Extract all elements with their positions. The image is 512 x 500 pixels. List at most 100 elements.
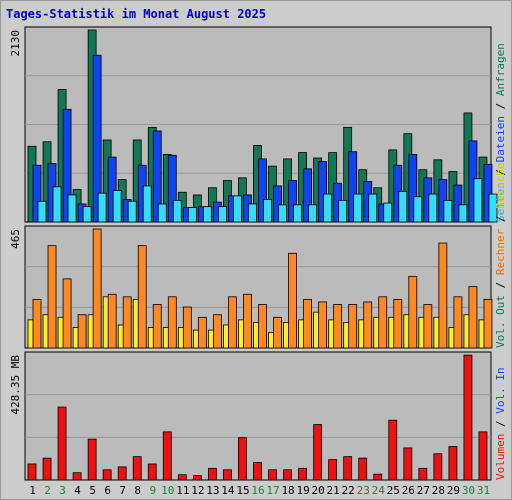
- bar-requests-seiten-5: [97, 192, 107, 223]
- bar-requests-dateien-18: [288, 180, 297, 223]
- bar-visits-rechner-3: [62, 278, 72, 349]
- legend-volume: Volumen / Vol. In: [494, 367, 507, 480]
- bar-visits-rechner-30: [468, 286, 478, 349]
- bar-requests-seiten-13: [217, 206, 227, 223]
- day-label-25: 25: [387, 484, 400, 497]
- bar-volume-volumen-26: [403, 447, 413, 481]
- bar-requests-seiten-4: [82, 206, 92, 223]
- bar-requests-seiten-17: [278, 204, 287, 223]
- bar-requests-seiten-16: [263, 199, 272, 223]
- bar-visits-rechner-22: [348, 304, 358, 349]
- bar-volume-volumen-2: [42, 457, 52, 481]
- bar-visits-rechner-21: [333, 304, 343, 349]
- bar-visits-rechner-8: [137, 245, 147, 349]
- bar-visits-rechner-29: [453, 296, 463, 349]
- bar-volume-volumen-14: [223, 469, 232, 481]
- ymax-label-volume: 428.35 MB: [9, 355, 22, 415]
- bar-visits-rechner-19: [303, 298, 312, 349]
- bar-requests-seiten-6: [112, 190, 122, 223]
- day-label-23: 23: [357, 484, 370, 497]
- bar-volume-volumen-1: [27, 463, 37, 481]
- bar-requests-dateien-1: [32, 164, 42, 223]
- bar-requests-dateien-29: [453, 184, 463, 223]
- bar-requests-seiten-25: [398, 190, 408, 223]
- bar-requests-dateien-31: [483, 163, 493, 223]
- bar-visits-rechner-18: [288, 252, 297, 349]
- bar-requests-seiten-24: [383, 202, 393, 223]
- bar-requests-seiten-28: [443, 199, 453, 223]
- bar-requests-dateien-19: [303, 168, 312, 223]
- bar-visits-rechner-16: [258, 304, 267, 349]
- bar-requests-seiten-21: [338, 199, 348, 223]
- bar-visits-rechner-13: [212, 314, 222, 349]
- bar-volume-volumen-18: [283, 469, 292, 481]
- bar-requests-seiten-15: [248, 203, 257, 223]
- bar-requests-dateien-20: [318, 161, 328, 223]
- bar-visits-rechner-14: [228, 296, 237, 349]
- day-label-6: 6: [104, 484, 111, 497]
- bar-requests-seiten-12: [202, 206, 212, 223]
- bar-visits-rechner-23: [363, 301, 373, 349]
- day-label-22: 22: [342, 484, 355, 497]
- bar-requests-seiten-31: [488, 193, 498, 223]
- bar-volume-volumen-30: [463, 354, 473, 481]
- day-label-28: 28: [432, 484, 445, 497]
- bar-requests-dateien-22: [348, 151, 358, 223]
- day-label-13: 13: [206, 484, 219, 497]
- day-label-4: 4: [74, 484, 81, 497]
- bar-volume-volumen-11: [177, 474, 187, 481]
- legend-visits: Vol. Out / Rechner / Besuche: [494, 163, 507, 348]
- bar-requests-seiten-9: [157, 203, 167, 223]
- bar-volume-volumen-6: [102, 469, 112, 481]
- bar-volume-volumen-16: [253, 462, 262, 481]
- bar-visits-rechner-12: [197, 316, 207, 349]
- bar-volume-volumen-28: [433, 453, 443, 481]
- bar-requests-seiten-3: [67, 194, 77, 223]
- bar-requests-seiten-22: [353, 193, 363, 223]
- bar-volume-volumen-12: [192, 475, 202, 481]
- chart-title: Tages-Statistik im Monat August 2025: [6, 7, 267, 21]
- bar-volume-volumen-5: [87, 438, 97, 481]
- bar-volume-volumen-20: [313, 424, 323, 481]
- bar-volume-volumen-17: [268, 469, 277, 481]
- bar-requests-seiten-23: [368, 193, 378, 223]
- bar-volume-volumen-21: [328, 459, 338, 481]
- day-label-1: 1: [29, 484, 36, 497]
- bar-requests-dateien-3: [62, 108, 72, 223]
- bar-requests-seiten-19: [308, 204, 317, 223]
- bar-visits-rechner-28: [438, 242, 448, 349]
- bar-visits-rechner-26: [408, 275, 418, 349]
- bar-visits-rechner-9: [152, 304, 162, 349]
- bar-visits-rechner-7: [122, 296, 132, 349]
- bar-visits-rechner-27: [423, 304, 433, 349]
- day-label-5: 5: [89, 484, 96, 497]
- bar-volume-volumen-13: [207, 467, 217, 481]
- bar-requests-seiten-1: [37, 200, 47, 223]
- bar-requests-seiten-11: [187, 207, 197, 223]
- bar-visits-rechner-17: [273, 316, 282, 349]
- bar-requests-dateien-16: [258, 158, 267, 223]
- legend-requests: Seiten / Dateien / Anfragen: [494, 43, 507, 222]
- day-label-27: 27: [417, 484, 430, 497]
- bar-requests-dateien-10: [167, 154, 177, 223]
- bar-visits-rechner-15: [243, 293, 252, 349]
- day-label-20: 20: [312, 484, 325, 497]
- day-label-19: 19: [296, 484, 309, 497]
- day-label-17: 17: [266, 484, 279, 497]
- bar-visits-rechner-31: [483, 298, 493, 349]
- day-label-24: 24: [372, 484, 386, 497]
- day-label-14: 14: [221, 484, 235, 497]
- bar-volume-volumen-22: [343, 456, 353, 481]
- day-label-21: 21: [327, 484, 340, 497]
- bar-requests-dateien-17: [273, 185, 282, 223]
- bar-volume-volumen-8: [132, 456, 142, 481]
- bar-volume-volumen-7: [117, 466, 127, 481]
- bar-visits-rechner-25: [393, 298, 403, 349]
- bar-volume-volumen-15: [238, 437, 247, 481]
- bar-visits-rechner-5: [92, 228, 102, 349]
- bar-visits-rechner-11: [182, 306, 192, 349]
- bar-requests-seiten-2: [52, 186, 62, 223]
- bar-volume-volumen-23: [358, 457, 368, 481]
- day-label-10: 10: [161, 484, 174, 497]
